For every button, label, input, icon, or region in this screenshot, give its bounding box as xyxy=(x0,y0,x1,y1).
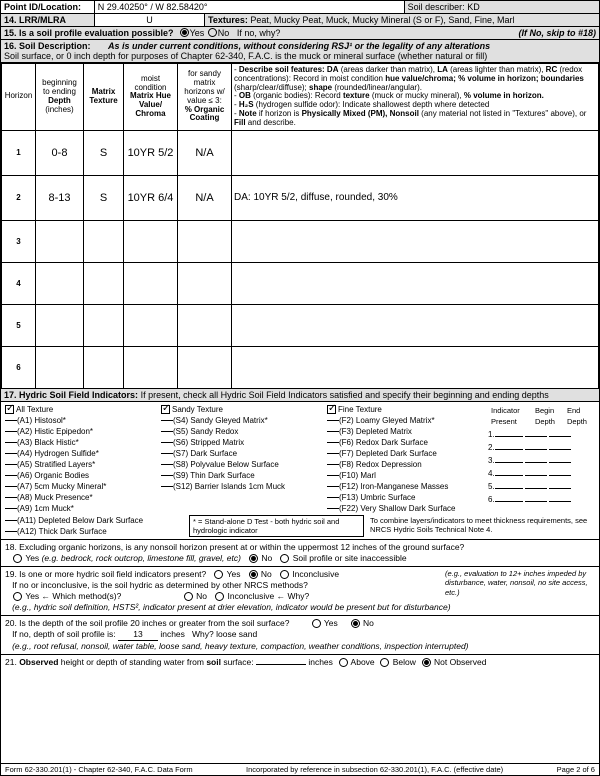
header-row-2: 14. LRR/MLRA U Textures: Peat, Mucky Pea… xyxy=(1,14,599,27)
textures-label: Textures: xyxy=(208,15,248,25)
horizon-row: 4 xyxy=(2,262,599,304)
q20-section: 20. Is the depth of the soil profile 20 … xyxy=(1,615,599,654)
hdr-texture: Matrix Texture xyxy=(84,64,124,131)
q19b-yes-radio[interactable] xyxy=(13,592,22,601)
indicators-col-sandy: Sandy Texture (S4) Sandy Gleyed Matrix* … xyxy=(161,404,321,514)
q21-above-radio[interactable] xyxy=(339,658,348,667)
q15-no: No xyxy=(218,28,230,38)
footer-mid: Incorporated by reference in subsection … xyxy=(246,765,503,774)
hdr-describe: - Describe soil features: DA (areas dark… xyxy=(232,64,599,131)
q19-inc-radio[interactable] xyxy=(280,570,289,579)
horizon-row: 3 xyxy=(2,220,599,262)
header-row-1: Point ID/Location: N 29.40250° / W 82.58… xyxy=(1,1,599,14)
describer-label: Soil describer: xyxy=(408,2,465,12)
q21-below-radio[interactable] xyxy=(380,658,389,667)
q15-ifno: If no, why? xyxy=(237,28,281,38)
q17-subtitle: If present, check all Hydric Soil Field … xyxy=(141,390,549,400)
describer-cell: Soil describer: KD xyxy=(404,1,599,13)
all-texture-check[interactable] xyxy=(5,405,14,414)
q15-label: 15. Is a soil profile evaluation possibl… xyxy=(4,28,174,38)
q19b-no-radio[interactable] xyxy=(184,592,193,601)
hdr-hue: moist conditionMatrix Hue Value/ Chroma xyxy=(124,64,178,131)
q16-note: Soil surface, or 0 inch depth for purpos… xyxy=(4,51,487,61)
q18-yes-radio[interactable] xyxy=(13,554,22,563)
coords-value: N 29.40250° / W 82.58420° xyxy=(95,1,404,13)
indicators-col-fine: Fine Texture (F2) Loamy Gleyed Matrix* (… xyxy=(327,404,482,514)
footer-right: Page 2 of 6 xyxy=(557,765,595,774)
horizon-row: 1 0-8 S 10YR 5/2 N/A xyxy=(2,130,599,175)
hdr-organic: for sandy matrix horizons w/ value ≤ 3:%… xyxy=(178,64,232,131)
q20-yes-radio[interactable] xyxy=(312,619,321,628)
q18-inacc-radio[interactable] xyxy=(280,554,289,563)
hdr-depth: beginning to ending Depth (inches) xyxy=(36,64,84,131)
horizon-row: 6 xyxy=(2,346,599,388)
q19-yes-radio[interactable] xyxy=(214,570,223,579)
footnote-2: To combine layers/indicators to meet thi… xyxy=(368,515,595,537)
lrr-value: U xyxy=(95,14,205,26)
horizon-table: Horizon beginning to ending Depth (inche… xyxy=(1,63,599,389)
textures-value: Peat, Mucky Peat, Muck, Mucky Mineral (S… xyxy=(250,15,514,25)
sandy-texture-check[interactable] xyxy=(161,405,170,414)
q15-skip: (If No, skip to #18) xyxy=(518,28,596,38)
q19-no-radio[interactable] xyxy=(249,570,258,579)
q20-no-radio[interactable] xyxy=(351,619,360,628)
q16-subtitle: As is under current conditions, without … xyxy=(108,41,490,51)
fine-texture-check[interactable] xyxy=(327,405,336,414)
q18-no-radio[interactable] xyxy=(249,554,258,563)
indicators-section: All Texture (A1) Histosol* (A2) Histic E… xyxy=(1,402,599,539)
form-page: Point ID/Location: N 29.40250° / W 82.58… xyxy=(0,0,600,776)
q21-notobs-radio[interactable] xyxy=(422,658,431,667)
q18-section: 18. Excluding organic horizons, is any n… xyxy=(1,539,599,566)
q16-title: 16. Soil Description: xyxy=(4,41,91,51)
q15-yes-radio[interactable] xyxy=(180,28,189,37)
q19-section: 19. Is one or more hydric soil field ind… xyxy=(1,566,599,615)
page-footer: Form 62-330.201(1) - Chapter 62-340, F.A… xyxy=(1,763,599,775)
q16-header: 16. Soil Description: As is under curren… xyxy=(1,40,599,63)
q17-title: 17. Hydric Soil Field Indicators: xyxy=(4,390,138,400)
footer-left: Form 62-330.201(1) - Chapter 62-340, F.A… xyxy=(5,765,193,774)
point-id-label: Point ID/Location: xyxy=(1,1,95,13)
horizon-row: 2 8-13 S 10YR 6/4 N/A DA: 10YR 5/2, diff… xyxy=(2,175,599,220)
q17-header: 17. Hydric Soil Field Indicators: If pre… xyxy=(1,389,599,402)
indicators-depth-col: IndicatorBeginEnd PresentDepthDepth 1. 2… xyxy=(488,404,598,514)
q15-row: 15. Is a soil profile evaluation possibl… xyxy=(1,27,599,40)
describer-value: KD xyxy=(467,2,480,12)
horizon-row: 5 xyxy=(2,304,599,346)
q15-yes: Yes xyxy=(190,28,205,38)
indicators-col-all: All Texture (A1) Histosol* (A2) Histic E… xyxy=(5,404,155,514)
textures-cell: Textures: Peat, Mucky Peat, Muck, Mucky … xyxy=(205,14,599,26)
q21-section: 21. Observed height or depth of standing… xyxy=(1,654,599,670)
hdr-horizon: Horizon xyxy=(2,64,36,131)
q15-no-radio[interactable] xyxy=(208,28,217,37)
footnote-1: * = Stand-alone D Test - both hydric soi… xyxy=(189,515,364,537)
lrr-label: 14. LRR/MLRA xyxy=(1,14,95,26)
q19b-inc-radio[interactable] xyxy=(215,592,224,601)
